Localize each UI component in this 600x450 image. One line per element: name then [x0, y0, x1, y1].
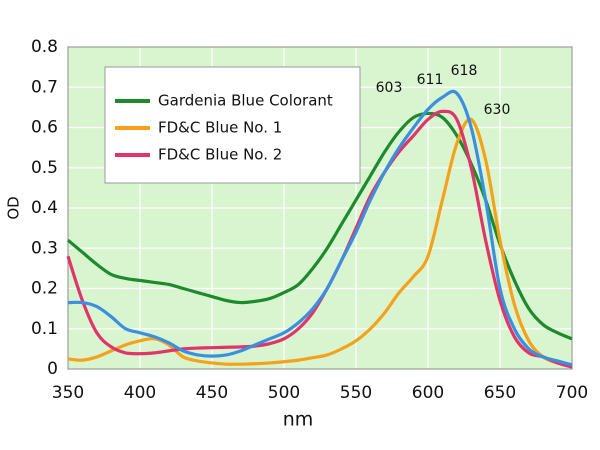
x-tick-label: 400 [124, 383, 156, 403]
peak-label: 603 [376, 80, 403, 96]
y-tick-label: 0.8 [31, 37, 58, 57]
x-tick-label: 600 [412, 383, 444, 403]
y-tick-label: 0.6 [31, 118, 58, 138]
series-line [67, 117, 573, 367]
series-line [67, 89, 573, 367]
x-tick-label: 550 [340, 383, 372, 403]
y-tick-label: 0 [47, 359, 58, 379]
x-tick-label: 500 [268, 383, 300, 403]
y-tick-label: 0.2 [31, 279, 58, 299]
plot-border [67, 46, 573, 370]
y-tick-label: 0.1 [31, 319, 58, 339]
x-axis-label: nm [283, 409, 314, 431]
x-tick-label: 650 [484, 383, 516, 403]
legend-box [104, 66, 361, 184]
legend-label: Gardenia Blue Colorant [158, 92, 333, 110]
x-tick-label: 450 [196, 383, 228, 403]
y-tick-label: 0.4 [31, 198, 58, 218]
legend-label: FD&C Blue No. 1 [158, 119, 282, 137]
y-axis-label: OD [5, 196, 23, 219]
y-tick-label: 0.7 [31, 77, 58, 97]
x-tick-label: 700 [556, 383, 588, 403]
peak-label: 618 [451, 63, 478, 79]
y-tick-label: 0.5 [31, 158, 58, 178]
y-tick-label: 0.3 [31, 238, 58, 258]
peak-label: 630 [484, 102, 511, 118]
x-tick-label: 350 [52, 383, 84, 403]
legend: Gardenia Blue Colorant FD&C Blue No. 1 FD&… [104, 66, 361, 184]
peak-label: 611 [417, 72, 444, 88]
legend-label: FD&C Blue No. 2 [158, 146, 282, 164]
